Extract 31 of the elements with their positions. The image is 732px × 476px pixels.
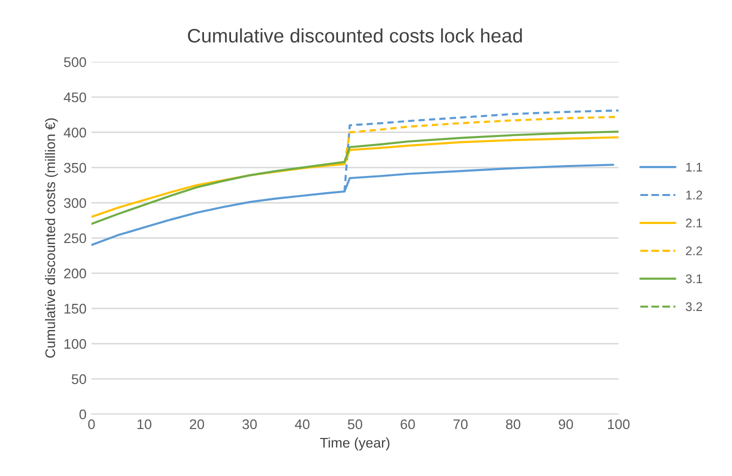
x-tick-label: 30	[242, 419, 257, 430]
x-tick-label: 60	[400, 419, 415, 430]
x-tick-label: 90	[558, 419, 574, 430]
y-tick-label: 100	[64, 339, 86, 349]
legend-label: 3.2	[686, 302, 702, 312]
x-tick-label: 70	[453, 419, 468, 430]
legend-label: 1.2	[686, 190, 702, 200]
y-tick-label: 50	[72, 374, 86, 384]
x-tick-label: 10	[138, 419, 152, 430]
x-tick-label: 100	[608, 419, 630, 430]
x-tick-label: 0	[88, 419, 95, 430]
y-tick-label: 0	[79, 409, 86, 420]
y-tick-label: 500	[64, 57, 86, 68]
x-axis-title: Time (year)	[320, 437, 390, 450]
chart-title: Cumulative discounted costs lock head	[188, 28, 522, 43]
y-tick-label: 400	[64, 128, 86, 138]
y-tick-label: 250	[64, 233, 86, 244]
x-tick-label: 20	[190, 419, 204, 430]
x-tick-label: 50	[348, 419, 362, 430]
y-tick-label: 150	[64, 304, 86, 314]
legend-label: 2.2	[686, 246, 702, 256]
y-tick-label: 350	[64, 162, 86, 173]
legend-label: 3.1	[686, 274, 702, 284]
y-tick-label: 300	[64, 198, 86, 208]
legend-label: 1.1	[686, 162, 702, 172]
x-tick-label: 80	[506, 419, 520, 430]
legend-label: 2.1	[686, 218, 702, 228]
y-axis-title: Cumulative discounted costs (million €)	[44, 118, 58, 358]
y-tick-label: 450	[64, 92, 86, 102]
x-tick-label: 40	[294, 419, 310, 430]
y-tick-label: 200	[64, 268, 86, 278]
